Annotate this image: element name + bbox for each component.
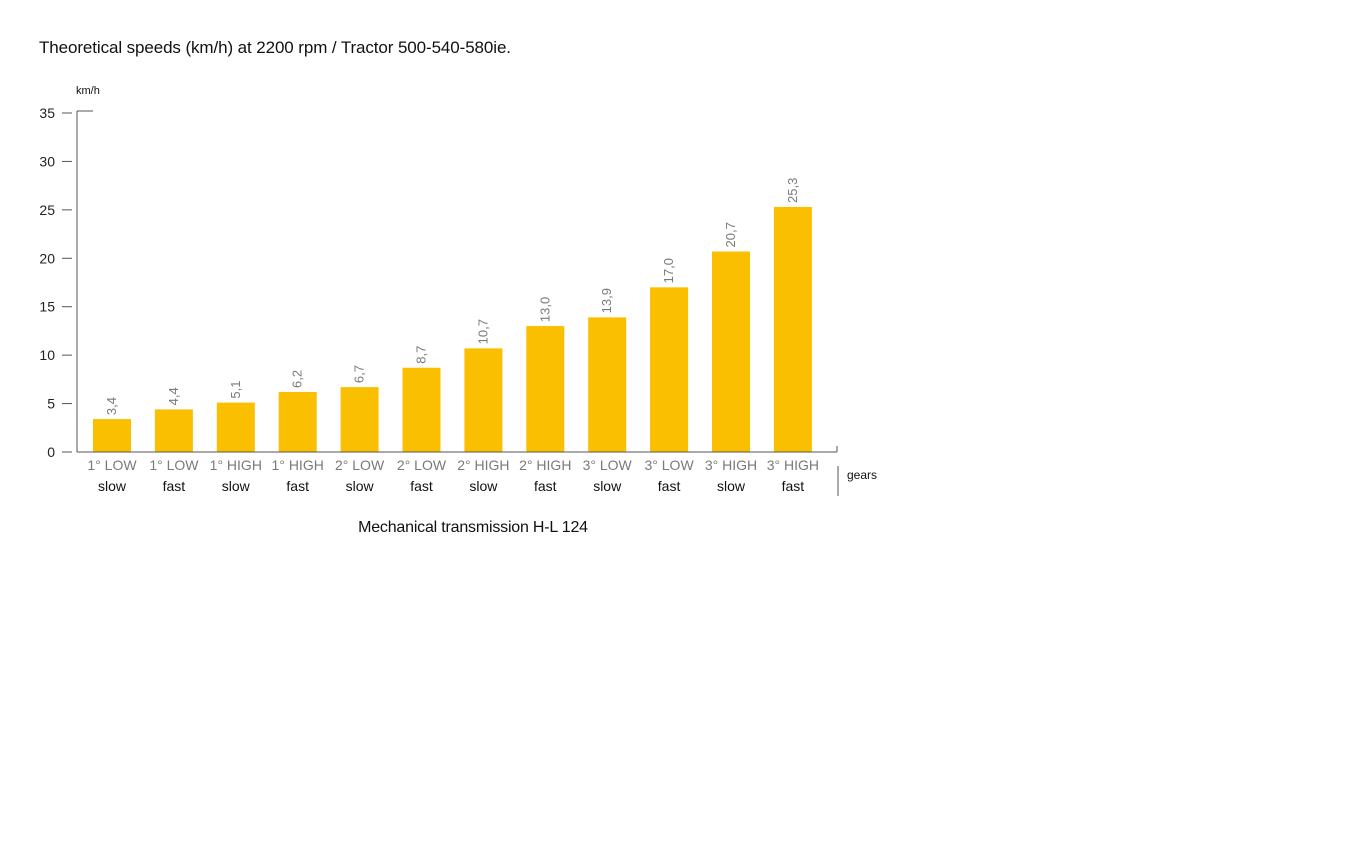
bar bbox=[340, 387, 379, 452]
bar-value-label: 10,7 bbox=[475, 319, 490, 344]
bar bbox=[402, 367, 441, 452]
bar-value-label: 6,7 bbox=[352, 365, 367, 383]
x-category-speed-label: fast bbox=[286, 478, 309, 494]
bar bbox=[216, 402, 255, 452]
y-axis: 0 5 10 15 20 25 30 35 bbox=[39, 105, 93, 460]
bar bbox=[588, 317, 627, 452]
bar-value-label: 4,4 bbox=[166, 387, 181, 405]
x-category-speed-label: slow bbox=[346, 478, 375, 494]
x-category-gear-label: 3° HIGH bbox=[705, 457, 757, 473]
y-tick-label: 0 bbox=[47, 444, 55, 460]
y-tick-label: 15 bbox=[39, 299, 55, 315]
x-category-speed-label: slow bbox=[593, 478, 622, 494]
x-category-gear-label: 1° LOW bbox=[149, 457, 199, 473]
x-category-speed-label: slow bbox=[98, 478, 127, 494]
x-category-gear-label: 1° LOW bbox=[87, 457, 137, 473]
x-category-gear-label: 3° LOW bbox=[645, 457, 695, 473]
bar-value-label: 6,2 bbox=[290, 370, 305, 388]
bar-value-label: 5,1 bbox=[228, 381, 243, 399]
bars: 3,4 4,4 5,1 6,2 6,7 8,7 10,7 13,0 13,9 17,0 20,7 25… bbox=[93, 178, 812, 452]
bar bbox=[712, 251, 750, 452]
x-category-gear-label: 2° HIGH bbox=[519, 457, 571, 473]
x-category-gear-label: 1° HIGH bbox=[272, 457, 324, 473]
chart-caption: Mechanical transmission H-L 124 bbox=[358, 519, 588, 536]
y-tick-label: 10 bbox=[39, 347, 55, 363]
x-category-gear-label: 2° LOW bbox=[397, 457, 447, 473]
bar-value-label: 17,0 bbox=[661, 258, 676, 283]
bar-value-label: 20,7 bbox=[723, 222, 738, 247]
bar bbox=[526, 326, 565, 452]
y-tick-label: 35 bbox=[39, 105, 55, 121]
x-category-speed-label: fast bbox=[410, 478, 433, 494]
x-category-speed-label: slow bbox=[717, 478, 746, 494]
bar-value-label: 13,0 bbox=[537, 297, 552, 322]
x-category-gear-label: 2° LOW bbox=[335, 457, 385, 473]
x-category-gear-label: 2° HIGH bbox=[457, 457, 509, 473]
x-category-gear-label: 1° HIGH bbox=[210, 457, 262, 473]
x-category-speed-label: fast bbox=[782, 478, 805, 494]
bar-value-label: 13,9 bbox=[599, 288, 614, 313]
x-category-gear-label: 3° LOW bbox=[583, 457, 633, 473]
x-category-gear-label: 3° HIGH bbox=[767, 457, 819, 473]
bar bbox=[464, 348, 503, 452]
x-category-speed-label: slow bbox=[222, 478, 251, 494]
bar-value-label: 8,7 bbox=[414, 346, 429, 364]
chart-title: Theoretical speeds (km/h) at 2200 rpm / … bbox=[39, 38, 511, 57]
bar-value-label: 3,4 bbox=[104, 397, 119, 415]
y-axis-unit-label: km/h bbox=[76, 85, 100, 97]
x-category-speed-label: fast bbox=[658, 478, 681, 494]
y-tick-label: 30 bbox=[39, 153, 55, 169]
bar bbox=[650, 287, 689, 452]
x-category-speed-label: fast bbox=[163, 478, 186, 494]
y-tick-label: 25 bbox=[39, 202, 55, 218]
bar-value-label: 25,3 bbox=[785, 178, 800, 203]
x-category-speed-label: slow bbox=[469, 478, 498, 494]
bar bbox=[93, 419, 131, 452]
y-tick-label: 5 bbox=[47, 396, 55, 412]
y-tick-label: 20 bbox=[39, 250, 55, 266]
bar bbox=[154, 409, 193, 452]
x-axis: 1° LOW slow 1° LOW fast 1° HIGH slow 1° HIGH fa… bbox=[77, 446, 839, 496]
bar bbox=[278, 391, 317, 452]
x-axis-label: gears bbox=[847, 468, 877, 482]
bar bbox=[773, 206, 812, 452]
x-category-speed-label: fast bbox=[534, 478, 557, 494]
